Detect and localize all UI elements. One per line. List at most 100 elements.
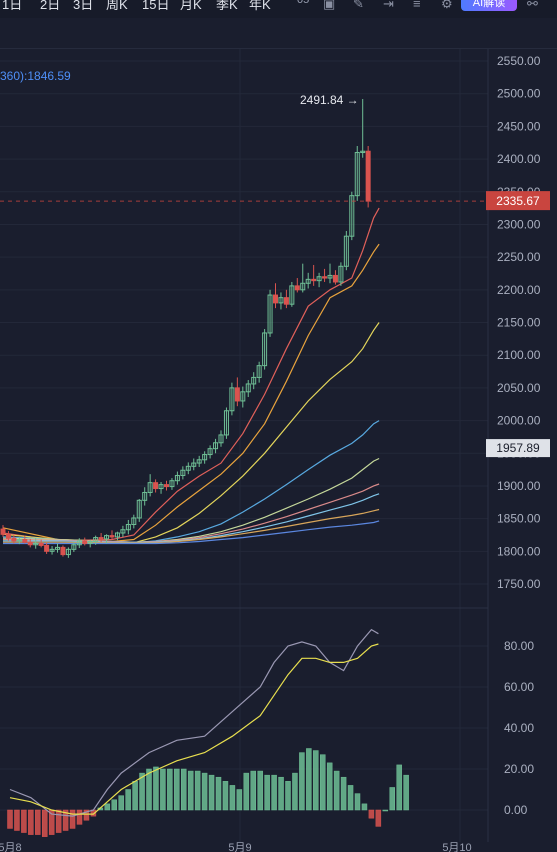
candle-body [27,541,33,546]
ma-line [2,457,380,543]
candle-body [262,332,268,367]
histogram-bar [118,795,124,811]
candle-body [98,537,104,540]
period-1d[interactable]: 1日 [2,0,23,12]
histogram-bar [111,799,117,811]
period-toolbar: 1日 2日 3日 周K 15日 月K 季K 年K 05 ▣ ✎ ⇥ ≡ ⚙ AI… [0,0,557,18]
histogram-bar [14,809,20,831]
histogram-bar [21,809,27,833]
period-weekly[interactable]: 周K [106,0,128,12]
period-yearly[interactable]: 年K [249,0,271,12]
candle-body [120,529,126,534]
price-tick-label: 2000.00 [497,414,541,428]
price-tick-label: 2400.00 [497,152,541,166]
candle-body [229,387,235,412]
histogram-bar [229,785,236,811]
price-tick-label: 2450.00 [497,119,541,133]
price-tick-label: 2050.00 [497,381,541,395]
histogram-bar [55,809,62,833]
histogram-bar [278,776,284,811]
period-3d[interactable]: 3日 [73,0,94,12]
candle-body [360,150,366,154]
histogram-bar [236,789,243,811]
histogram-bar [208,774,215,811]
moving-averages [2,207,380,545]
histogram-bar [243,772,250,811]
candle-body [245,383,251,393]
settings-icon[interactable]: ▣ [323,0,336,11]
period-2d[interactable]: 2日 [40,0,61,12]
candle-body [22,539,28,543]
osc-tick-label: 0.00 [504,803,528,817]
candle-body [60,546,66,556]
period-15d[interactable]: 15日 [142,0,170,12]
histogram-bar [28,809,34,835]
price-tick-label: 2200.00 [497,283,541,297]
histogram-bar [69,809,76,829]
candle-body [109,535,115,538]
histogram-bar [382,809,389,812]
candle-body [322,276,328,279]
gear-icon[interactable]: ⚙ [441,0,453,11]
histogram-bar [347,785,354,811]
share-icon[interactable]: ⚯ [527,0,538,11]
candle-body [55,546,60,550]
candle-body [223,410,229,436]
more-periods[interactable]: 05 [297,0,310,6]
crosshair-price-label: 1957.89 [496,441,540,455]
candle-body [365,150,371,202]
ma-line [2,243,380,543]
histogram-bar [326,762,333,811]
histogram-bar [354,793,361,811]
histogram-bar [299,752,305,811]
period-monthly[interactable]: 月K [180,0,202,12]
osc-tick-label: 40.00 [504,721,534,735]
histogram-bar [375,809,382,827]
histogram-bar [35,809,41,835]
price-tick-label: 2550.00 [497,54,541,68]
candle-body [16,539,22,542]
candle-body [158,484,164,490]
histogram-bar [333,770,340,811]
histogram-bar [215,776,222,811]
candle-body [354,152,360,197]
candle-body [153,482,159,490]
candle-body [278,297,284,304]
time-label: 5月9 [228,842,251,852]
ma-line [2,207,380,542]
candle-body [82,540,88,544]
price-tick-label: 1750.00 [497,577,541,591]
indicator-icon[interactable]: ⇥ [383,0,394,11]
price-tick-label: 1850.00 [497,512,541,526]
histogram-bar [42,809,48,837]
oscillator-line-yellow [9,643,379,815]
candle-body [300,282,306,291]
candle-body [283,297,289,305]
candle-body [169,480,175,488]
histogram-bar [396,764,402,811]
histogram-bar [292,772,298,811]
histogram-bar [320,754,326,811]
candle-body [311,278,317,282]
period-quarterly[interactable]: 季K [216,0,238,12]
histogram-bar [167,768,173,811]
histogram-bar [306,748,312,811]
time-label: 5月10 [442,842,471,852]
menu-icon[interactable]: ≡ [413,0,421,11]
candle-body [316,276,322,282]
high-price-label: 2491.84 → [300,93,359,107]
candle-body [191,462,197,467]
candle-body [338,265,344,283]
candle-body [240,391,246,402]
ai-analysis-button[interactable]: AI解读 [461,0,517,11]
candle-body [131,517,137,526]
oscillator-panel [7,628,409,837]
histogram-bar [83,809,90,821]
draw-icon[interactable]: ✎ [353,0,364,11]
candle-body [44,544,50,552]
histogram-bar [403,774,409,811]
candle-body [349,195,355,237]
histogram-bar [361,803,368,811]
histogram-bar [285,781,291,811]
